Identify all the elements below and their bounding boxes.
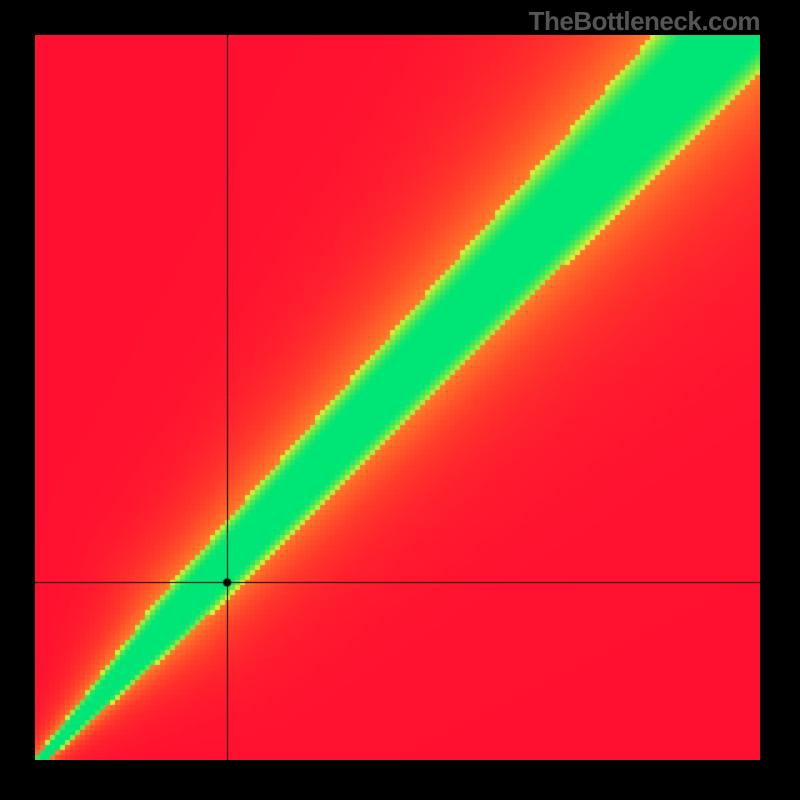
bottleneck-heatmap [35,35,760,760]
watermark-label: TheBottleneck.com [529,6,760,37]
